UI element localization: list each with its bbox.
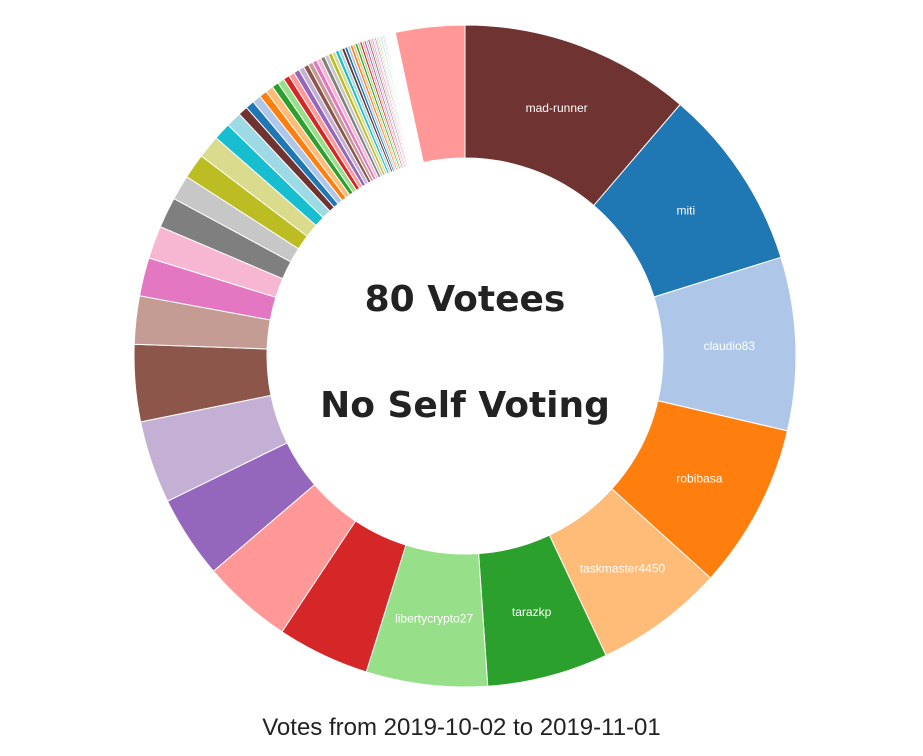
donut-slice <box>394 24 466 164</box>
center-title: 80 Votees <box>365 279 566 320</box>
slice-label: mad-runner <box>526 101 588 115</box>
slice-label: robibasa <box>676 472 722 486</box>
center-subtitle: No Self Voting <box>320 385 610 426</box>
slice-label: claudio83 <box>704 339 756 353</box>
slice-label: libertycrypto27 <box>395 612 473 626</box>
donut-chart: mad-runner miti claudio83 robibasa taskmaste… <box>133 24 797 688</box>
slice-label: taskmaster4450 <box>580 561 666 575</box>
chart-caption: Votes from 2019-10-02 to 2019-11-01 <box>262 714 661 741</box>
slice-label: tarazkp <box>512 605 552 619</box>
slice-label-group: mad-runner miti claudio83 robibasa taskmaste… <box>395 101 755 626</box>
slice-group <box>133 24 797 688</box>
slice-label: miti <box>676 203 695 217</box>
